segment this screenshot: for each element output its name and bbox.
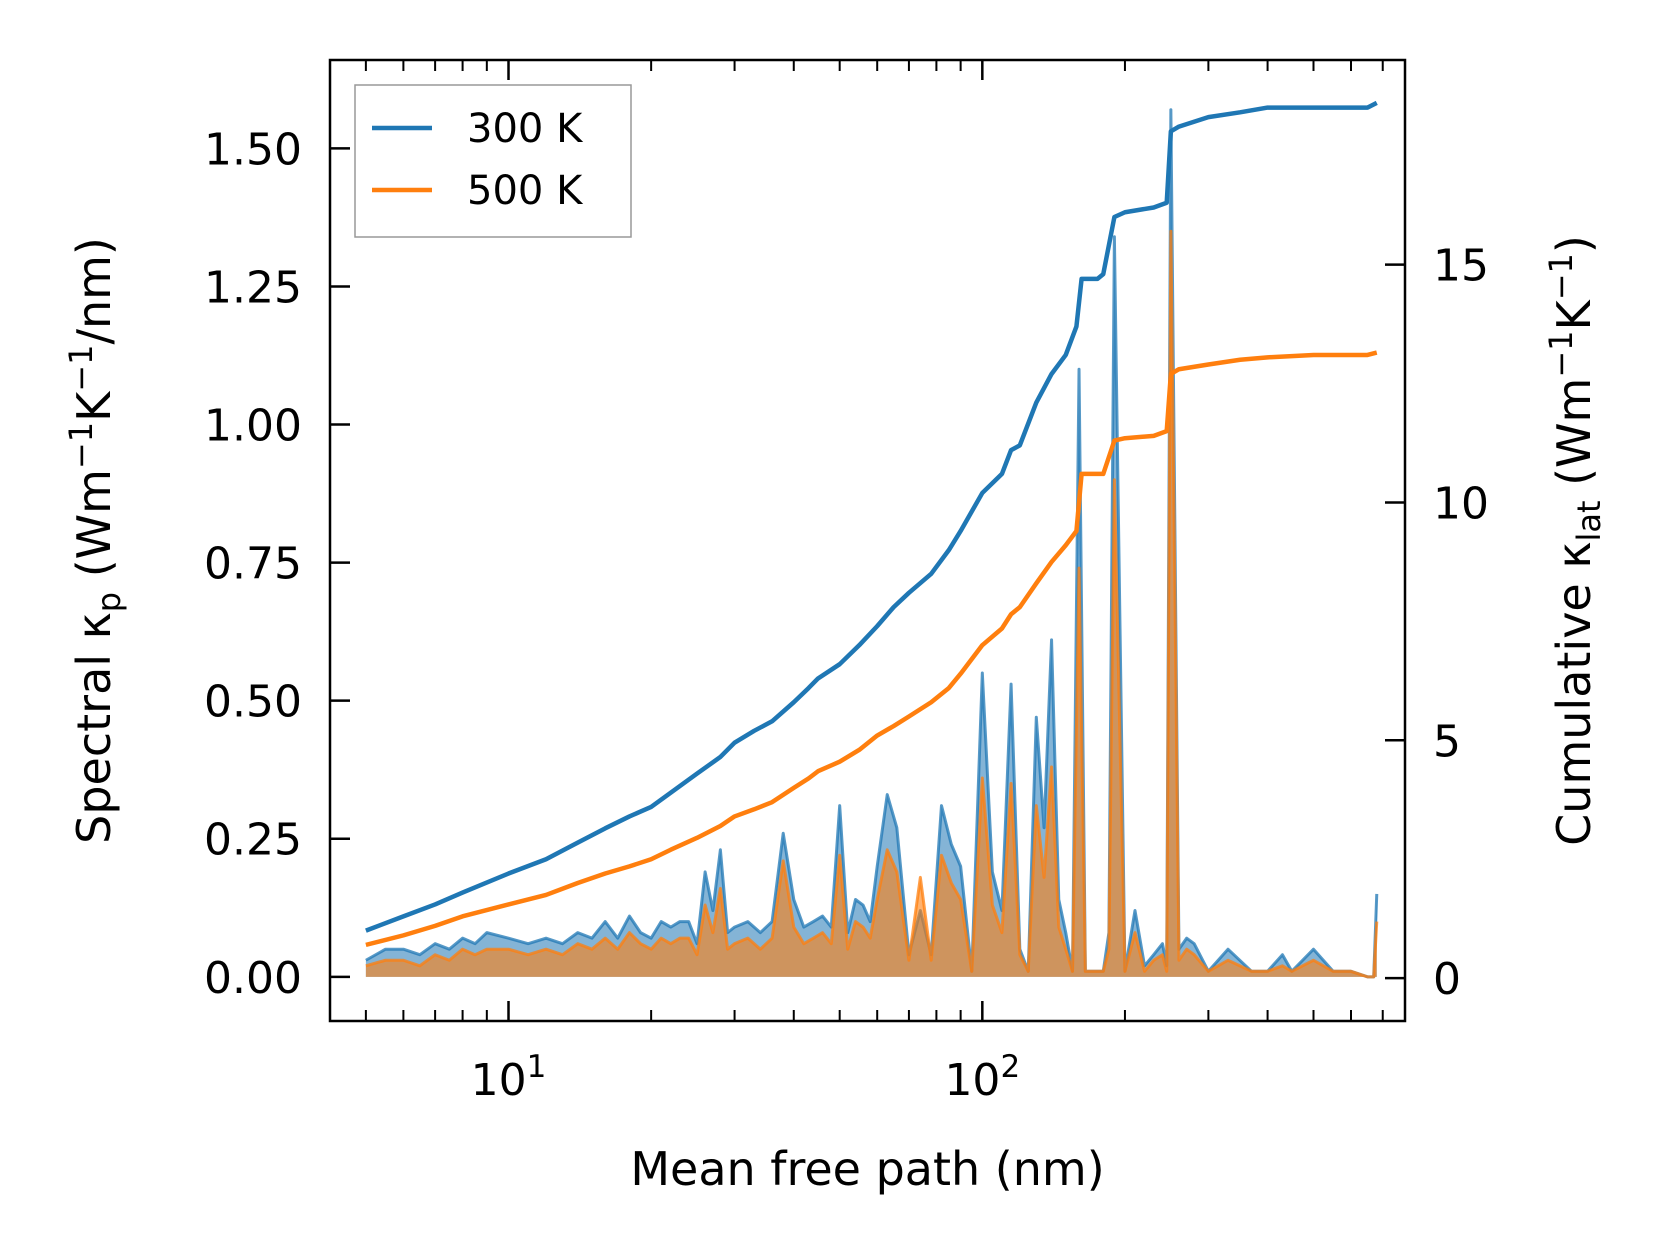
- x-axis-title: Mean free path (nm): [630, 1142, 1104, 1196]
- y2-axis-title: Cumulative κlat (Wm−1K−1): [1542, 235, 1608, 846]
- spectral-line-500k: [365, 229, 1379, 979]
- legend-frame: [354, 84, 632, 238]
- cumulative-line-500k: [365, 350, 1378, 948]
- y2-tick-label: 5: [1433, 716, 1461, 767]
- y2-axis-title-exponent-2: −1: [1542, 253, 1580, 300]
- y2-axis-title-unit-open: (Wm: [1547, 378, 1601, 501]
- y2-axis-title-unit-mid: K: [1547, 298, 1601, 330]
- y-tick-label: 0.75: [204, 539, 302, 590]
- y-axis-title-unit-close: /nm): [67, 237, 121, 344]
- x-tick-label: 102: [944, 1049, 1020, 1106]
- y-axis-title: Spectral κp (Wm−1K−1/nm): [62, 237, 128, 844]
- y-tick-label: 0.50: [204, 677, 302, 728]
- legend-label-300k: 300 K: [467, 106, 584, 152]
- y-tick-label: 1.00: [204, 401, 302, 452]
- y-tick-label: 1.25: [204, 262, 302, 313]
- y-tick-label: 0.25: [204, 815, 302, 866]
- x-tick-label-exponent: 1: [527, 1049, 547, 1085]
- legend-label-500k: 500 K: [467, 168, 584, 214]
- x-tick-label-exponent: 2: [1000, 1049, 1020, 1085]
- x-tick-label-base: 10: [944, 1055, 1000, 1106]
- y2-tick-label: 10: [1433, 478, 1489, 529]
- cumulative-line-300k: [365, 100, 1378, 933]
- y-tick-label: 1.50: [204, 124, 302, 175]
- plot-content: [365, 100, 1379, 979]
- y-axis-title-subscript: p: [90, 592, 128, 612]
- y2-tick-label: 0: [1433, 954, 1461, 1005]
- y2-tick-label: 15: [1433, 241, 1489, 292]
- y-axis-title-exponent-2: −1: [62, 345, 100, 392]
- y2-axis-title-subscript: lat: [1570, 501, 1608, 542]
- y-tick-label: 0.00: [204, 953, 302, 1004]
- y2-axis-title-main: Cumulative κ: [1547, 542, 1601, 846]
- legend: 300 K 500 K: [354, 84, 632, 238]
- y-axis-title-main: Spectral κ: [67, 612, 121, 844]
- plot-frame: [328, 58, 1407, 1023]
- x-tick-label-base: 10: [471, 1055, 527, 1106]
- y2-axis-title-unit-close: ): [1547, 235, 1601, 253]
- y-axis-title-exponent-1: −1: [62, 422, 100, 469]
- y2-axis-title-exponent-1: −1: [1542, 330, 1580, 377]
- y-axis-title-unit-open: (Wm: [67, 469, 121, 592]
- x-tick-label: 101: [471, 1049, 547, 1106]
- y-axis-title-unit-mid: K: [67, 390, 121, 422]
